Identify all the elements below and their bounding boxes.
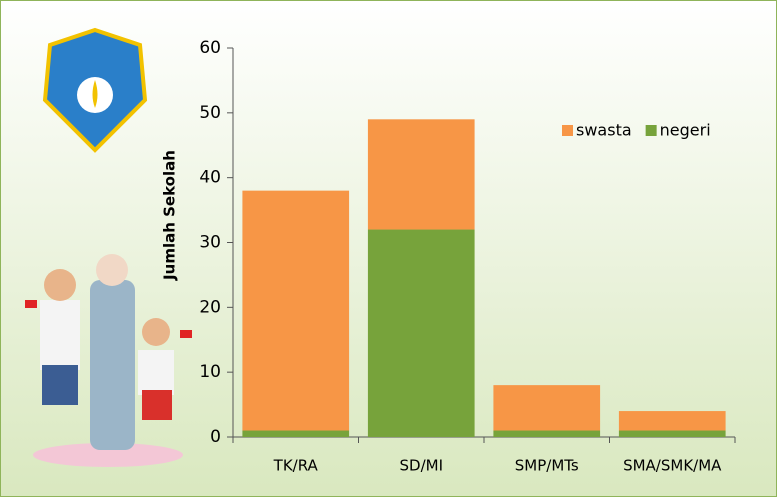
bar-segment	[619, 431, 726, 437]
x-tick-label: SD/MI	[400, 457, 444, 475]
chart: Jumlah Sekolah 0 10 20 30 40 50 60 TK/RA SD/MI SM…	[0, 0, 777, 497]
legend-label: swasta	[576, 121, 632, 140]
y-tick-label: 30	[199, 233, 221, 253]
legend-label: negeri	[660, 121, 711, 140]
legend-swatch	[646, 125, 657, 136]
y-tick-label: 10	[199, 362, 221, 382]
bar-segment	[493, 385, 600, 430]
y-tick-label: 0	[210, 427, 221, 447]
legend-swatch	[562, 125, 573, 136]
bar-segment	[493, 431, 600, 437]
y-axis-label: Jumlah Sekolah	[161, 150, 179, 281]
y-tick-label: 60	[199, 38, 221, 58]
bar-segment	[242, 431, 349, 437]
bar-segment	[242, 191, 349, 431]
bar-segment	[368, 119, 475, 229]
bar-segment	[619, 411, 726, 430]
x-tick-label: TK/RA	[273, 457, 319, 475]
x-tick-label: SMP/MTs	[515, 457, 579, 475]
y-tick-label: 50	[199, 103, 221, 123]
bar-segment	[368, 230, 475, 437]
y-tick-label: 20	[199, 297, 221, 317]
y-tick-label: 40	[199, 168, 221, 188]
x-tick-label: SMA/SMK/MA	[623, 457, 722, 475]
